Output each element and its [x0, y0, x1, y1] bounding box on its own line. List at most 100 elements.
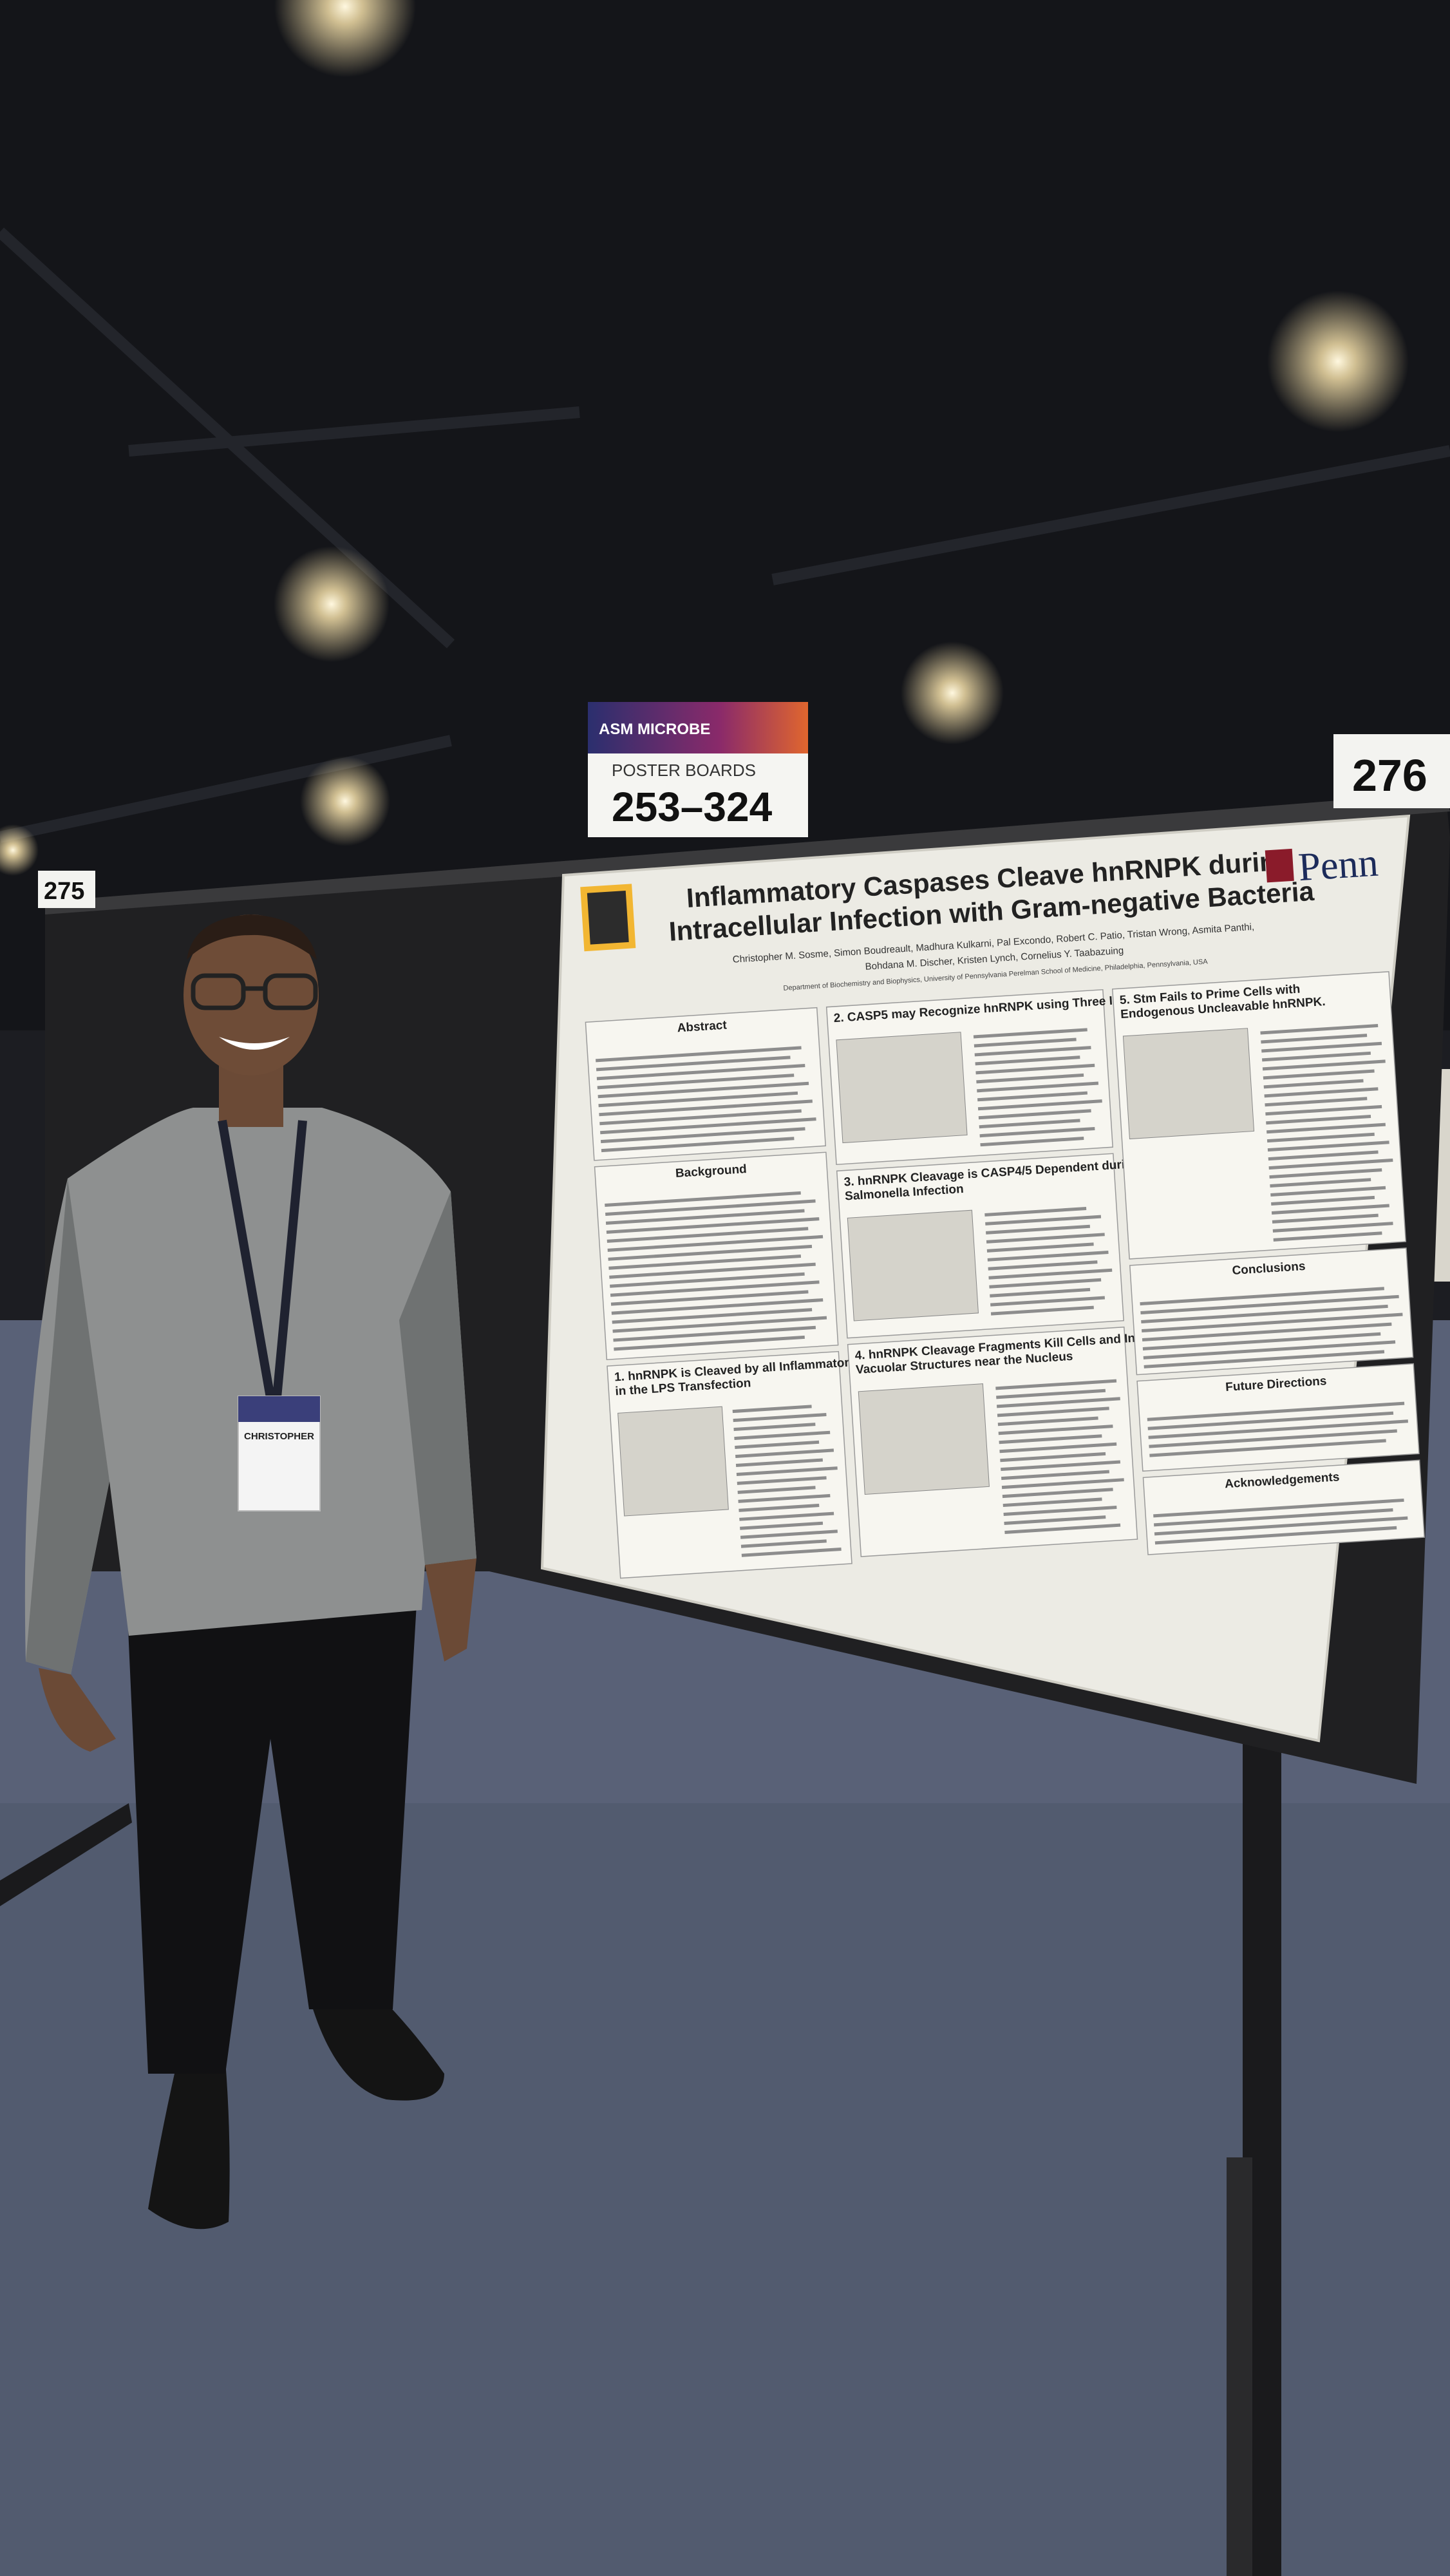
body-text-line — [1262, 1051, 1371, 1062]
body-text-line — [1000, 1452, 1106, 1463]
body-text-line — [598, 1091, 798, 1108]
body-text-line — [1268, 1150, 1379, 1161]
body-text-line — [1154, 1526, 1397, 1545]
body-text-line — [599, 1099, 813, 1117]
body-text-line — [733, 1413, 827, 1423]
poster-panel — [1129, 1247, 1414, 1376]
body-text-line — [1148, 1419, 1408, 1439]
body-text-line — [599, 1109, 802, 1126]
body-text-line — [612, 1308, 813, 1324]
body-text-line — [977, 1081, 1099, 1093]
body-text-line — [1140, 1294, 1399, 1315]
body-text-line — [605, 1209, 805, 1225]
body-text-line — [607, 1227, 809, 1243]
body-text-line — [998, 1425, 1113, 1435]
body-text-line — [979, 1126, 1095, 1138]
body-text-line — [1273, 1231, 1382, 1242]
body-text-line — [1001, 1460, 1121, 1472]
body-text-line — [997, 1406, 1109, 1417]
badge-name: CHRISTOPHER — [244, 1431, 314, 1442]
body-text-line — [613, 1325, 816, 1342]
body-text-line — [986, 1242, 1094, 1253]
body-text-line — [999, 1434, 1102, 1444]
shirt-sleeve — [26, 1179, 476, 1674]
body-text-line — [600, 1127, 805, 1144]
board-frame — [45, 792, 1450, 914]
body-text-line — [736, 1466, 838, 1476]
body-text-line — [1147, 1401, 1405, 1421]
body-text-line — [733, 1423, 816, 1432]
body-text-line — [1271, 1204, 1389, 1215]
body-text-line — [977, 1099, 1102, 1111]
body-text-line — [1154, 1516, 1408, 1536]
board-number-card — [38, 871, 95, 908]
body-text-line — [1269, 1168, 1382, 1179]
body-text-line — [1154, 1508, 1393, 1527]
body-text-line — [605, 1199, 816, 1216]
head — [184, 914, 319, 1075]
hands — [39, 1558, 476, 1752]
body-text-line — [1261, 1034, 1368, 1044]
body-text-line — [973, 1028, 1088, 1039]
shoe — [309, 1996, 444, 2101]
ceiling-light — [901, 641, 1004, 744]
body-text-line — [1149, 1429, 1397, 1448]
body-text-line — [1004, 1515, 1106, 1525]
body-text-line — [737, 1486, 816, 1494]
body-text-line — [735, 1458, 823, 1467]
body-text-line — [1142, 1312, 1403, 1332]
body-text-line — [1142, 1322, 1392, 1341]
ceiling-light — [274, 546, 390, 662]
lab-logo-inner — [587, 890, 629, 945]
body-text-line — [1268, 1158, 1393, 1170]
body-text-line — [980, 1137, 1084, 1147]
body-text-line — [609, 1262, 816, 1279]
penn-shield — [1265, 848, 1294, 883]
body-text-line — [1003, 1505, 1117, 1517]
shoe — [148, 2048, 230, 2230]
sign-range: 253–324 — [612, 784, 773, 830]
body-text-line — [1272, 1213, 1379, 1224]
body-text-line — [996, 1388, 1106, 1399]
board-number: 275 — [44, 878, 84, 905]
body-text-line — [606, 1217, 820, 1234]
body-text-line — [597, 1074, 795, 1090]
body-text-line — [611, 1298, 824, 1315]
body-text-line — [1266, 1132, 1375, 1143]
venue-sign: ASM MICROBE POSTER BOARDS 253–324 — [588, 702, 808, 837]
body-text-line — [1266, 1115, 1371, 1125]
body-text-line — [598, 1081, 809, 1099]
smile — [219, 1037, 290, 1050]
body-text-line — [1142, 1332, 1381, 1350]
body-text-line — [1260, 1024, 1379, 1035]
body-text-line — [979, 1119, 1080, 1129]
body-text-line — [988, 1260, 1098, 1271]
body-text-line — [990, 1287, 1091, 1298]
board-number-card — [1333, 734, 1450, 808]
figure — [1122, 1028, 1255, 1140]
body-text-line — [989, 1278, 1102, 1289]
sign-organizer: ASM MICROBE — [599, 721, 710, 738]
body-text-line — [1270, 1178, 1371, 1188]
body-text-line — [988, 1268, 1113, 1280]
body-text-line — [986, 1224, 1091, 1235]
ceiling-beams — [0, 227, 1450, 843]
body-text-line — [601, 1137, 795, 1153]
sign-header — [588, 702, 808, 753]
body-text-line — [985, 1215, 1102, 1226]
body-text-line — [977, 1091, 1088, 1102]
body-text-line — [608, 1244, 813, 1261]
sign-label: POSTER BOARDS — [612, 761, 756, 780]
body-text-line — [1265, 1104, 1382, 1116]
body-text-line — [1143, 1340, 1396, 1359]
body-text-line — [1261, 1041, 1382, 1053]
body-text-line — [987, 1251, 1109, 1262]
body-text-line — [1144, 1350, 1385, 1368]
body-text-line — [990, 1305, 1094, 1316]
body-text-line — [1153, 1498, 1404, 1518]
hair — [187, 914, 317, 960]
body-text-line — [739, 1511, 834, 1521]
figure — [847, 1209, 979, 1321]
pants — [126, 1571, 419, 2074]
